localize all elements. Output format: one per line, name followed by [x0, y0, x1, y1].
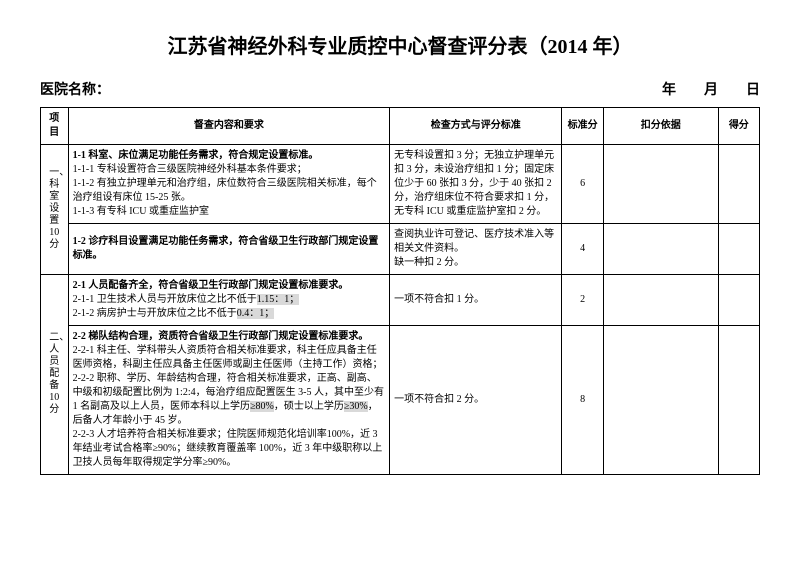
score-cell: [718, 145, 759, 224]
deduct-cell: [603, 145, 718, 224]
method-cell: 一项不符合扣 2 分。: [390, 326, 562, 475]
score-table: 项目 督查内容和要求 检查方式与评分标准 标准分 扣分依据 得分 一、科室设置1…: [40, 107, 760, 475]
method-cell: 无专科设置扣 3 分；无独立护理单元扣 3 分，未设治疗组扣 1 分；固定床位少…: [390, 145, 562, 224]
content-cell: 1-2 诊疗科目设置满足功能任务需求，符合省级卫生行政部门规定设置标准。: [68, 224, 390, 275]
project-cell: 二、人员配备10分: [41, 275, 69, 475]
table-header-row: 项目 督查内容和要求 检查方式与评分标准 标准分 扣分依据 得分: [41, 108, 760, 145]
col-project: 项目: [41, 108, 69, 145]
method-cell: 一项不符合扣 1 分。: [390, 275, 562, 326]
col-method: 检查方式与评分标准: [390, 108, 562, 145]
col-content: 督查内容和要求: [68, 108, 390, 145]
page-title: 江苏省神经外科专业质控中心督查评分表（2014 年）: [40, 30, 760, 59]
standard-cell: 6: [562, 145, 603, 224]
hospital-label: 医院名称：: [40, 79, 110, 99]
content-cell: 1-1 科室、床位满足功能任务需求，符合规定设置标准。1-1-1 专科设置符合三…: [68, 145, 390, 224]
table-row: 一、科室设置10分1-1 科室、床位满足功能任务需求，符合规定设置标准。1-1-…: [41, 145, 760, 224]
content-cell: 2-2 梯队结构合理，资质符合省级卫生行政部门规定设置标准要求。2-2-1 科主…: [68, 326, 390, 475]
project-cell: 一、科室设置10分: [41, 145, 69, 275]
table-row: 二、人员配备10分2-1 人员配备齐全，符合省级卫生行政部门规定设置标准要求。2…: [41, 275, 760, 326]
col-score: 得分: [718, 108, 759, 145]
standard-cell: 2: [562, 275, 603, 326]
score-cell: [718, 275, 759, 326]
content-cell: 2-1 人员配备齐全，符合省级卫生行政部门规定设置标准要求。2-1-1 卫生技术…: [68, 275, 390, 326]
standard-cell: 4: [562, 224, 603, 275]
table-row: 2-2 梯队结构合理，资质符合省级卫生行政部门规定设置标准要求。2-2-1 科主…: [41, 326, 760, 475]
deduct-cell: [603, 326, 718, 475]
method-cell: 查阅执业许可登记、医疗技术准入等相关文件资料。缺一种扣 2 分。: [390, 224, 562, 275]
col-deduct: 扣分依据: [603, 108, 718, 145]
date-label: 年 月 日: [662, 79, 760, 99]
deduct-cell: [603, 275, 718, 326]
score-cell: [718, 224, 759, 275]
table-row: 1-2 诊疗科目设置满足功能任务需求，符合省级卫生行政部门规定设置标准。查阅执业…: [41, 224, 760, 275]
header-row: 医院名称： 年 月 日: [40, 79, 760, 99]
score-cell: [718, 326, 759, 475]
deduct-cell: [603, 224, 718, 275]
standard-cell: 8: [562, 326, 603, 475]
col-standard: 标准分: [562, 108, 603, 145]
